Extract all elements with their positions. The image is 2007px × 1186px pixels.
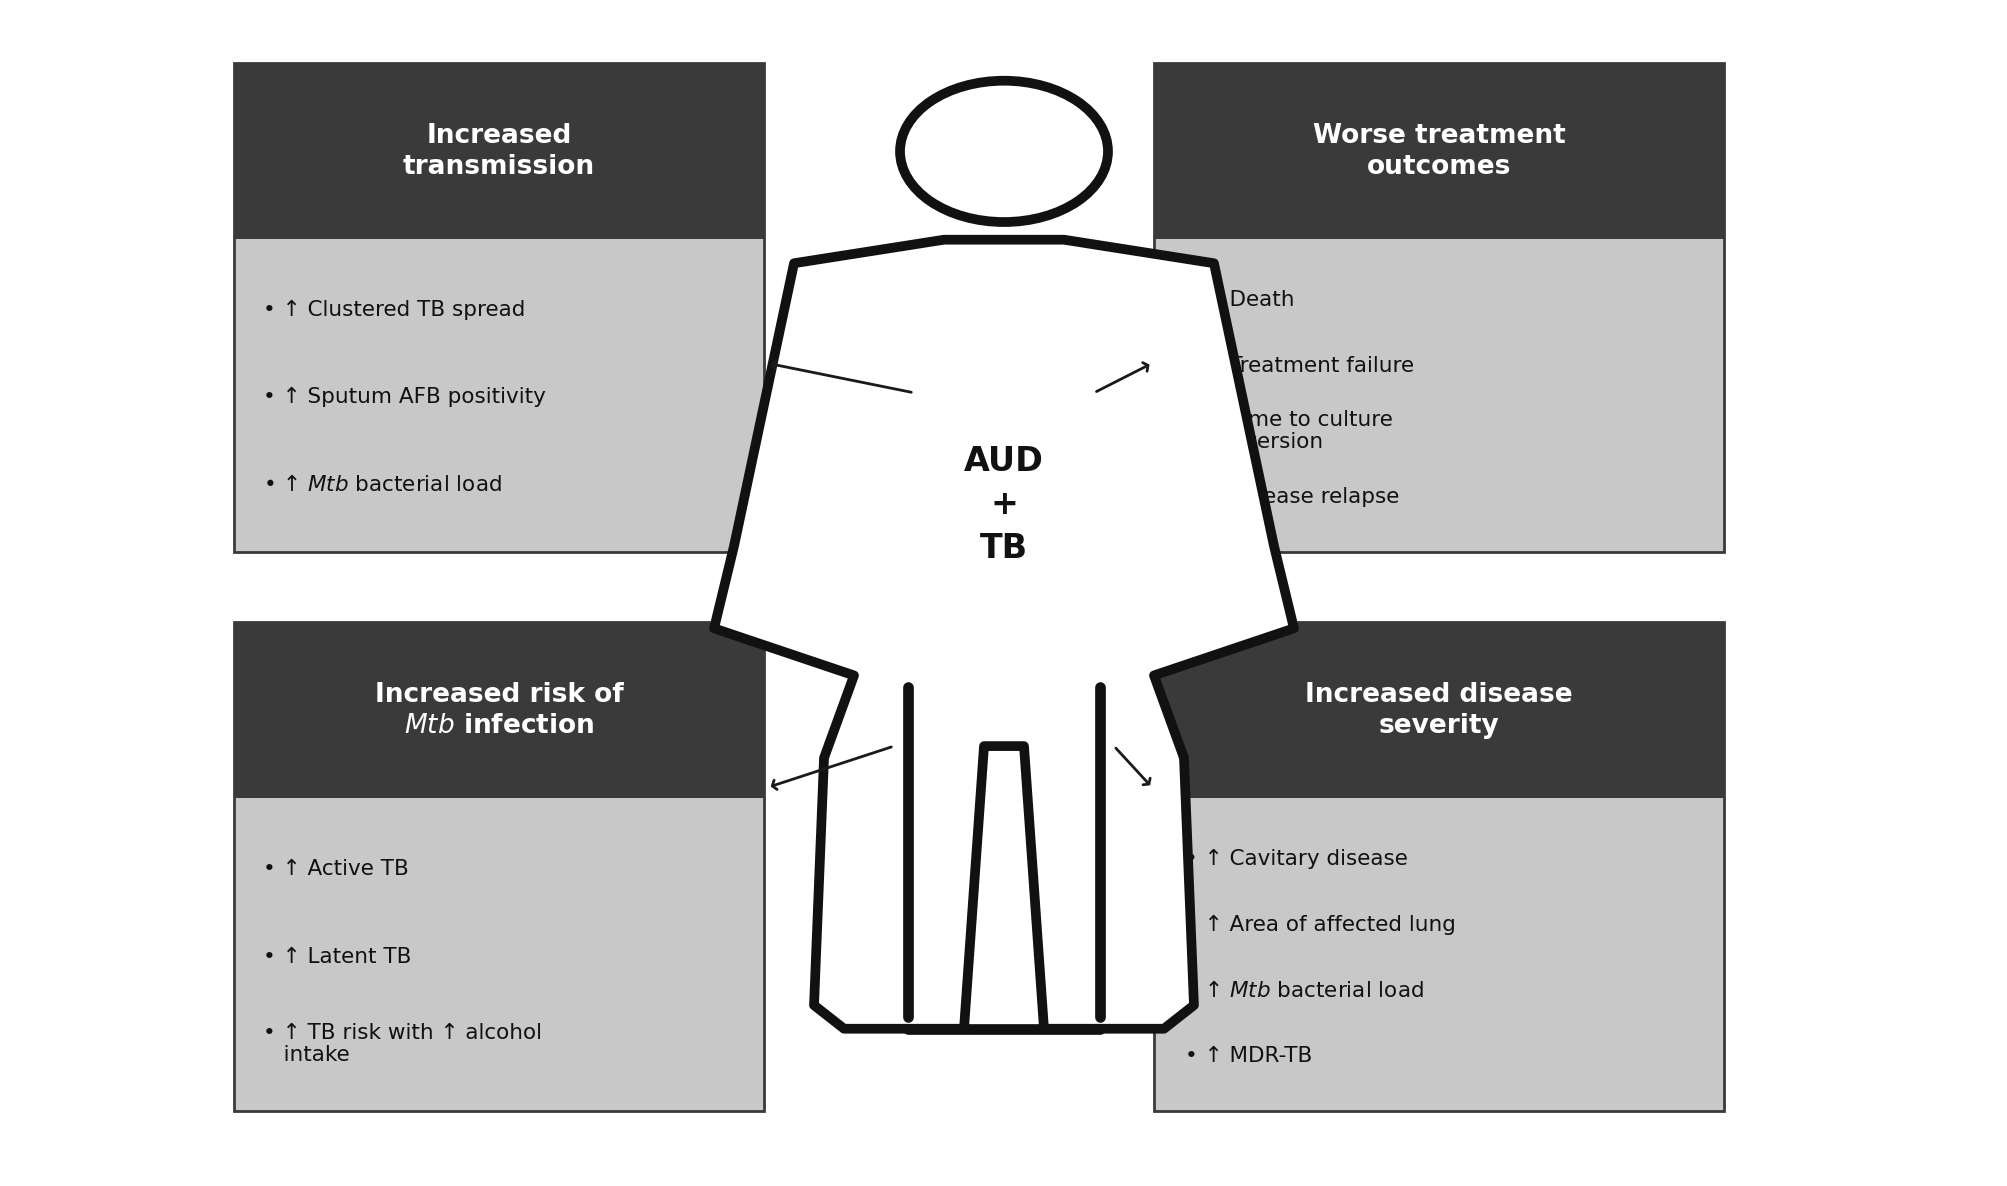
Text: • ↑ Area of affected lung: • ↑ Area of affected lung	[1184, 914, 1455, 935]
FancyBboxPatch shape	[235, 798, 763, 1111]
Text: • ↑ $\mathit{Mtb}$ bacterial load: • ↑ $\mathit{Mtb}$ bacterial load	[1184, 980, 1423, 1001]
Text: AUD
+
TB: AUD + TB	[963, 445, 1044, 565]
FancyBboxPatch shape	[235, 63, 763, 240]
FancyBboxPatch shape	[235, 240, 763, 551]
FancyBboxPatch shape	[1154, 63, 1724, 240]
Text: • ↑ Death: • ↑ Death	[1184, 289, 1295, 310]
Text: Increased disease
severity: Increased disease severity	[1305, 682, 1571, 739]
Text: • ↑ MDR-TB: • ↑ MDR-TB	[1184, 1046, 1313, 1066]
Text: • ↑ TB risk with ↑ alcohol
   intake: • ↑ TB risk with ↑ alcohol intake	[263, 1024, 542, 1065]
Text: • ↑ Treatment failure: • ↑ Treatment failure	[1184, 356, 1413, 376]
Text: • ↑ Time to culture
   conversion: • ↑ Time to culture conversion	[1184, 410, 1393, 452]
Text: Worse treatment
outcomes: Worse treatment outcomes	[1313, 122, 1565, 179]
Text: Increased risk of
$\mathit{Mtb}$ infection: Increased risk of $\mathit{Mtb}$ infecti…	[375, 682, 622, 739]
Text: • ↑ Latent TB: • ↑ Latent TB	[263, 946, 411, 967]
Text: • ↑ Clustered TB spread: • ↑ Clustered TB spread	[263, 300, 526, 320]
Polygon shape	[714, 240, 1293, 1028]
Text: • ↑ Cavitary disease: • ↑ Cavitary disease	[1184, 849, 1407, 869]
FancyBboxPatch shape	[1154, 240, 1724, 551]
FancyBboxPatch shape	[1154, 798, 1724, 1111]
Text: Increased
transmission: Increased transmission	[403, 122, 594, 179]
Text: • ↑ Sputum AFB positivity: • ↑ Sputum AFB positivity	[263, 387, 546, 407]
Text: • ↑ Disease relapse: • ↑ Disease relapse	[1184, 486, 1399, 506]
Text: • ↑ $\mathit{Mtb}$ bacterial load: • ↑ $\mathit{Mtb}$ bacterial load	[263, 474, 502, 496]
FancyBboxPatch shape	[1154, 623, 1724, 798]
Text: • ↑ Active TB: • ↑ Active TB	[263, 859, 409, 879]
FancyBboxPatch shape	[235, 623, 763, 798]
Ellipse shape	[899, 81, 1108, 222]
